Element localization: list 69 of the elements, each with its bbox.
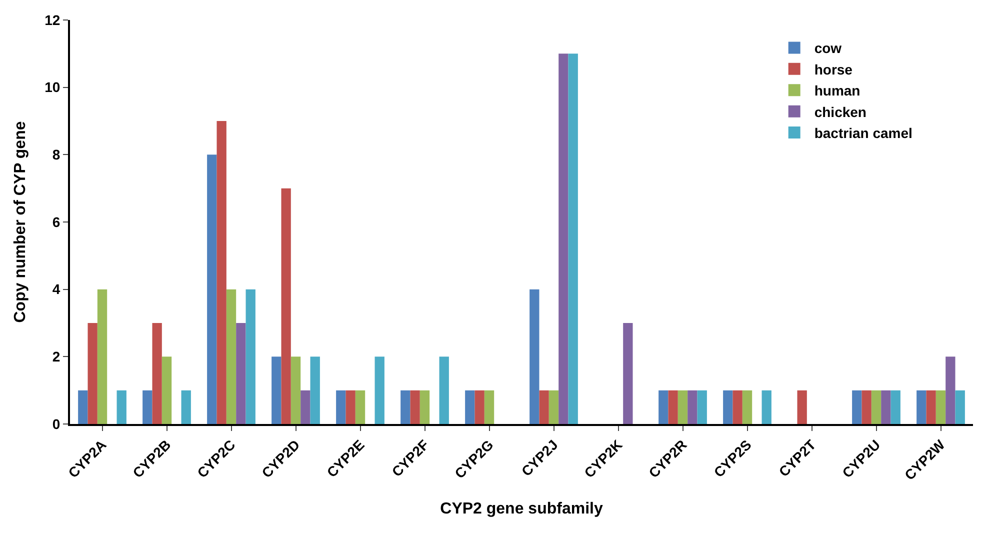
bar (946, 356, 956, 424)
bar (852, 390, 862, 424)
bar (548, 390, 559, 424)
bar (116, 390, 126, 424)
y-tick-label: 10 (44, 79, 60, 96)
bar (281, 188, 291, 424)
y-tick-label: 0 (52, 416, 60, 432)
bar (926, 390, 936, 424)
bar (558, 54, 568, 424)
bar (474, 390, 484, 424)
bar (226, 289, 236, 424)
bar (374, 356, 384, 424)
bar (152, 323, 162, 424)
bar (355, 390, 366, 424)
legend-label: human (814, 82, 860, 99)
bar (272, 356, 282, 424)
bar (420, 390, 430, 424)
bar (623, 323, 633, 424)
bar (723, 390, 733, 424)
bar (871, 390, 882, 424)
bar (465, 390, 475, 424)
bar (797, 390, 807, 424)
bar (668, 390, 678, 424)
bar (762, 390, 772, 424)
bar (439, 356, 449, 424)
bar (732, 390, 742, 424)
bar (236, 323, 246, 424)
y-tick-label: 6 (52, 214, 60, 230)
bar (862, 390, 872, 424)
bar (697, 390, 707, 424)
bar (207, 154, 217, 424)
bar (936, 390, 946, 424)
y-tick-label: 4 (52, 281, 60, 298)
y-tick-label: 12 (44, 12, 60, 28)
bar (484, 390, 494, 424)
bar (568, 54, 578, 424)
bar (410, 390, 420, 424)
bar (246, 289, 256, 424)
bar (346, 390, 356, 424)
bar (400, 390, 410, 424)
y-tick-label: 2 (52, 348, 60, 365)
bar (181, 390, 191, 424)
bar (88, 323, 98, 424)
legend-label: chicken (814, 104, 866, 120)
y-tick-label: 8 (52, 146, 60, 163)
legend-label: horse (814, 61, 853, 78)
bar (310, 356, 320, 424)
bar (78, 390, 88, 424)
bar (955, 390, 965, 424)
bar (530, 289, 540, 424)
bar (890, 390, 900, 424)
bar (916, 390, 926, 424)
bar (290, 356, 301, 424)
bar (658, 390, 668, 424)
bar (336, 390, 346, 424)
bar (142, 390, 152, 424)
bar (97, 289, 108, 424)
bar (216, 121, 226, 424)
y-axis-title: Copy number of CYP gene (12, 121, 30, 323)
legend-label: cow (814, 40, 842, 56)
legend-label: bactrian camel (814, 124, 912, 141)
bar (881, 390, 891, 424)
bar (688, 390, 698, 424)
bar (539, 390, 549, 424)
bar (300, 390, 310, 424)
x-axis-title: CYP2 gene subfamily (440, 500, 603, 518)
bar (742, 390, 752, 424)
bar (678, 390, 688, 424)
bar (162, 356, 172, 424)
